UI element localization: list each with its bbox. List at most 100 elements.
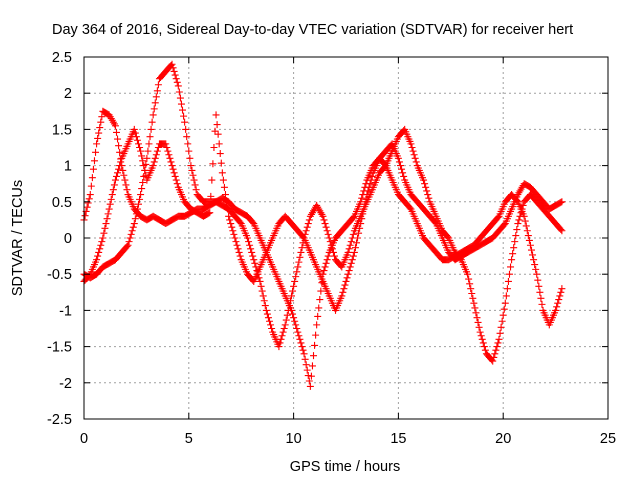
data-point (148, 118, 156, 126)
data-point (292, 273, 300, 281)
data-point (86, 191, 94, 199)
data-point (468, 290, 476, 298)
data-point (259, 292, 267, 300)
data-point (246, 241, 254, 249)
data-point (301, 355, 309, 363)
data-point (247, 245, 255, 253)
data-point (262, 306, 270, 314)
data-point (354, 234, 362, 242)
data-point (119, 166, 127, 174)
data-point (174, 82, 182, 90)
data-point (347, 238, 355, 246)
data-point (268, 325, 276, 332)
data-point (249, 218, 257, 226)
data-point (283, 311, 291, 319)
data-point (294, 328, 302, 336)
data-point (265, 317, 273, 325)
data-point (478, 335, 486, 343)
data-point (139, 157, 147, 165)
data-point (94, 134, 102, 142)
data-point (503, 285, 511, 293)
data-point (502, 292, 510, 300)
data-point (182, 125, 190, 133)
data-point (191, 181, 199, 189)
data-point (249, 252, 257, 260)
data-point (324, 230, 332, 238)
data-point (358, 194, 366, 202)
data-point (537, 294, 545, 302)
data-point (553, 303, 561, 311)
data-point (117, 158, 125, 166)
data-point (520, 212, 528, 220)
x-tick-label: 5 (185, 431, 193, 447)
data-point (474, 318, 482, 326)
data-point (122, 181, 130, 189)
data-point (168, 60, 176, 68)
data-point (97, 118, 105, 126)
data-point (150, 105, 158, 113)
data-point (138, 185, 146, 193)
data-point (348, 256, 356, 264)
data-point (89, 165, 97, 173)
y-tick-label: -0.5 (47, 267, 72, 283)
data-point (558, 227, 566, 235)
data-point (299, 346, 307, 354)
data-point (475, 323, 483, 331)
chart-title: Day 364 of 2016, Sidereal Day-to-day VTE… (52, 22, 573, 38)
data-point (529, 251, 537, 259)
data-point (533, 270, 541, 278)
data-point (292, 321, 300, 329)
data-point (138, 152, 146, 160)
data-point (490, 353, 498, 361)
data-point (493, 343, 501, 351)
data-point (96, 245, 104, 253)
data-point (522, 222, 530, 230)
data-point (87, 182, 95, 190)
data-point (81, 212, 89, 220)
data-point (499, 311, 507, 319)
data-point (147, 125, 155, 133)
data-point (211, 127, 219, 135)
data-point (85, 271, 93, 279)
data-point (470, 299, 478, 307)
data-point (188, 166, 196, 174)
data-point (312, 331, 320, 339)
data-point (424, 191, 432, 199)
data-point (236, 252, 244, 260)
data-point (168, 162, 176, 170)
data-point (341, 281, 349, 289)
data-point (296, 253, 304, 261)
y-tick-label: 0.5 (52, 195, 72, 211)
data-point (154, 81, 162, 89)
data-point (479, 339, 487, 347)
data-point (152, 151, 160, 159)
data-point (555, 296, 563, 304)
data-point (132, 210, 140, 218)
data-point (507, 263, 515, 271)
data-point (399, 169, 407, 177)
data-point (556, 292, 564, 300)
data-point (501, 299, 509, 307)
data-point (248, 248, 256, 256)
data-point (275, 343, 283, 351)
data-point (299, 233, 307, 241)
data-point (344, 270, 352, 278)
data-point (100, 229, 108, 237)
data-point (349, 213, 357, 221)
data-point (523, 227, 531, 235)
data-point (500, 221, 508, 229)
data-point (260, 297, 268, 305)
data-point (532, 265, 540, 273)
data-point (464, 270, 472, 278)
data-point (233, 241, 241, 249)
data-point (472, 309, 480, 317)
data-point (398, 165, 406, 173)
data-point (467, 285, 475, 293)
data-point (267, 321, 275, 329)
data-point (104, 210, 112, 218)
data-point (232, 238, 240, 246)
data-point (344, 248, 352, 256)
data-point (95, 129, 103, 137)
data-point (114, 135, 122, 143)
